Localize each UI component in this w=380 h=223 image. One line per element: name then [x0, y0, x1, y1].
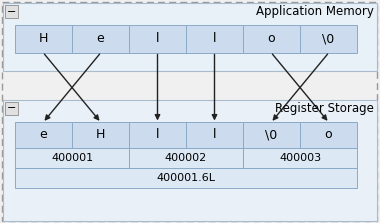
- Text: 400001: 400001: [51, 153, 93, 163]
- Bar: [129, 25, 186, 53]
- Text: 400003: 400003: [279, 153, 321, 163]
- Bar: [243, 25, 300, 53]
- Text: 400002: 400002: [165, 153, 207, 163]
- Bar: [243, 122, 300, 148]
- Bar: [72, 25, 129, 53]
- Text: l: l: [213, 33, 216, 45]
- Bar: [300, 122, 357, 148]
- Text: Register Storage: Register Storage: [275, 102, 374, 115]
- Text: 400001.6L: 400001.6L: [157, 173, 215, 183]
- Bar: [186, 25, 243, 53]
- Text: H: H: [39, 33, 48, 45]
- Text: −: −: [7, 103, 16, 114]
- Text: \0: \0: [265, 128, 278, 142]
- Text: Application Memory: Application Memory: [256, 5, 374, 18]
- Text: o: o: [325, 128, 332, 142]
- Text: l: l: [213, 128, 216, 142]
- Bar: [15, 25, 72, 53]
- Text: −: −: [7, 6, 16, 17]
- Text: e: e: [40, 128, 48, 142]
- Bar: [72, 122, 129, 148]
- Bar: [5, 102, 18, 115]
- Bar: [300, 25, 357, 53]
- Bar: [5, 5, 18, 18]
- Text: H: H: [96, 128, 105, 142]
- Text: l: l: [156, 128, 159, 142]
- Text: \0: \0: [322, 33, 335, 45]
- Text: o: o: [268, 33, 276, 45]
- Bar: [186, 122, 243, 148]
- Bar: [15, 168, 357, 188]
- Bar: [129, 122, 186, 148]
- Text: l: l: [156, 33, 159, 45]
- Bar: [243, 148, 357, 168]
- Bar: [3, 3, 377, 71]
- Text: e: e: [97, 33, 104, 45]
- Bar: [3, 100, 377, 221]
- Bar: [15, 148, 129, 168]
- Bar: [15, 122, 72, 148]
- Bar: [129, 148, 243, 168]
